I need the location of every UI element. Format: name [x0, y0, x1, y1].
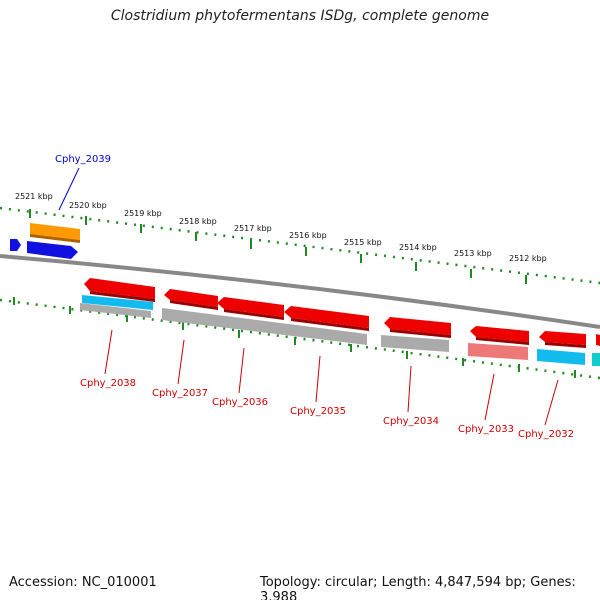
tick-label: 2520 kbp — [69, 201, 107, 210]
gene-arrow[interactable] — [162, 308, 367, 345]
accession-text: Accession: NC_010001 — [9, 575, 157, 590]
gene-shade — [390, 329, 451, 338]
outer-major-ticks — [29, 209, 527, 284]
leader-line — [315, 355, 321, 403]
gene-arrow-cphy-2036[interactable] — [217, 297, 284, 317]
gene-label[interactable]: Cphy_2033 — [458, 424, 514, 435]
gene-arrow[interactable] — [468, 343, 528, 360]
gene-label[interactable]: Cphy_2036 — [212, 397, 268, 408]
gene-arrow[interactable] — [596, 334, 600, 346]
gene-shade — [170, 300, 218, 310]
gene-shade — [545, 342, 586, 348]
leader-line — [407, 365, 412, 413]
gene-arrow-cphy-2039[interactable] — [30, 223, 80, 240]
gene-label[interactable]: Cphy_2038 — [80, 378, 136, 389]
gene-arrow[interactable] — [10, 239, 21, 251]
gene-arrow[interactable] — [592, 353, 600, 366]
gene-arrow[interactable] — [381, 335, 449, 352]
leader-line — [177, 339, 185, 385]
tick-label: 2515 kbp — [344, 238, 382, 247]
gene-arrow-cphy-2033[interactable] — [470, 326, 529, 342]
tick-label: 2512 kbp — [509, 254, 547, 263]
gene-label[interactable]: Cphy_2034 — [383, 416, 439, 427]
gene-shade — [476, 337, 529, 345]
gene-label[interactable]: Cphy_2032 — [518, 429, 574, 440]
gene-labels: Cphy_2039 Cphy_2038 Cphy_2037 Cphy_2036 … — [55, 154, 574, 440]
leader-line — [104, 329, 113, 375]
gene-arrow-cphy-2032[interactable] — [539, 331, 586, 345]
gene-shade — [30, 234, 80, 243]
tick-label: 2513 kbp — [454, 249, 492, 258]
gene-label[interactable]: Cphy_2039 — [55, 154, 111, 165]
inner-major-ticks — [13, 297, 576, 378]
leader-line — [58, 167, 80, 211]
page-title: Clostridium phytofermentans ISDg, comple… — [110, 8, 490, 24]
outer-tick-ring — [0, 206, 600, 285]
leader-line — [484, 373, 495, 421]
gene-label[interactable]: Cphy_2035 — [290, 406, 346, 417]
label-leaders — [58, 167, 559, 426]
genome-backbone — [0, 254, 600, 329]
gene-arrow-cphy-2035[interactable] — [284, 306, 369, 328]
tick-label: 2514 kbp — [399, 243, 437, 252]
tick-label: 2517 kbp — [234, 224, 272, 233]
gene-shade — [291, 318, 369, 331]
gene-arrow-cphy-2034[interactable] — [384, 317, 451, 335]
gene-arrow[interactable] — [80, 303, 151, 318]
reverse-genes — [80, 278, 600, 366]
forward-genes — [10, 223, 80, 259]
gene-arrow[interactable] — [27, 241, 78, 259]
kbp-labels: 2521 kbp 2520 kbp 2519 kbp 2518 kbp 2517… — [15, 192, 547, 263]
gene-label[interactable]: Cphy_2037 — [152, 388, 208, 399]
genome-summary-text: Topology: circular; Length: 4,847,594 bp… — [260, 575, 576, 600]
gene-arrow[interactable] — [82, 295, 153, 310]
gene-arrow-cphy-2038[interactable] — [84, 278, 155, 299]
leader-line — [544, 379, 559, 426]
tick-label: 2521 kbp — [15, 192, 53, 201]
tick-label: 2519 kbp — [124, 209, 162, 218]
leader-line — [238, 347, 245, 394]
gene-arrow-cphy-2037[interactable] — [164, 289, 218, 307]
gene-shade — [90, 291, 155, 302]
gene-shade — [224, 309, 284, 320]
tick-label: 2518 kbp — [179, 217, 217, 226]
tick-label: 2516 kbp — [289, 231, 327, 240]
gene-arrow[interactable] — [537, 349, 585, 365]
